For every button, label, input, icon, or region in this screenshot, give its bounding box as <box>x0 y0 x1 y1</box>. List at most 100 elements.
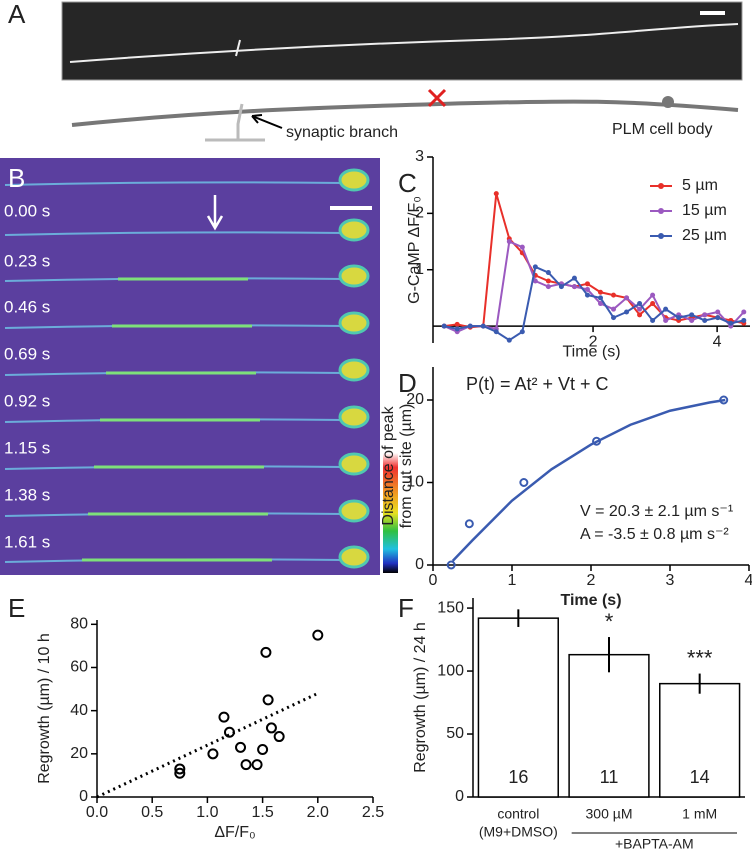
x-tick-label: 3 <box>666 572 675 589</box>
count-label: 11 <box>600 767 619 787</box>
point <box>597 301 603 307</box>
y-tick-label: 20 <box>70 745 88 762</box>
point <box>480 323 486 329</box>
point <box>715 315 721 321</box>
point <box>611 315 617 321</box>
y-tick-label: 2 <box>415 205 424 222</box>
point <box>545 278 551 284</box>
point <box>571 275 577 281</box>
colorbar <box>383 453 398 573</box>
point <box>584 281 590 287</box>
point <box>545 270 551 276</box>
y-tick-label: 1 <box>415 261 424 278</box>
x-tick-label: 1 <box>508 572 517 589</box>
point <box>464 519 474 529</box>
cell-body <box>338 168 370 192</box>
y-tick-label: 40 <box>70 702 88 719</box>
legend-label: 15 µm <box>682 202 727 219</box>
point <box>454 321 460 327</box>
x-tick-label: 0 <box>429 572 438 589</box>
significance: *** <box>687 645 713 670</box>
point <box>446 560 456 570</box>
y-tick-label: 0 <box>79 788 88 805</box>
point <box>174 763 186 775</box>
point <box>545 284 551 290</box>
x-tick-label: 4 <box>745 572 752 589</box>
time-label: 0.46 s <box>4 297 50 316</box>
bar <box>659 682 741 798</box>
point <box>637 301 643 307</box>
cell-body <box>338 405 370 429</box>
y-tick-label: 0 <box>415 556 424 573</box>
point <box>663 306 669 312</box>
neuron <box>69 23 739 63</box>
panel-label: C <box>398 168 417 198</box>
y-axis-label: Regrowth (µm) / 24 h <box>412 622 429 773</box>
equation: P(t) = At² + Vt + C <box>466 374 609 394</box>
axon-signal <box>4 181 346 186</box>
legend-label: 25 µm <box>682 227 727 244</box>
point <box>719 395 729 405</box>
panel-label: D <box>398 368 417 398</box>
point <box>493 191 499 197</box>
point <box>611 292 617 298</box>
x-axis-label: Time (s) <box>562 343 620 360</box>
time-label: 0.69 s <box>4 344 50 363</box>
point <box>174 767 186 779</box>
point <box>624 295 630 301</box>
y-tick-label: 150 <box>437 599 464 616</box>
point <box>728 320 734 326</box>
cell-body <box>338 218 370 242</box>
count-label: 16 <box>508 767 528 787</box>
x-tick-label: 2.0 <box>307 804 329 821</box>
point <box>715 309 721 315</box>
x-tick-label: 0.0 <box>86 804 108 821</box>
point <box>519 244 525 250</box>
point <box>218 711 230 723</box>
point <box>611 306 617 312</box>
y-axis-label: Distance of peak <box>380 405 397 525</box>
x-axis-label: Time (s) <box>560 592 621 609</box>
panel-label: A <box>8 0 26 29</box>
trend-line <box>96 692 319 799</box>
point <box>584 292 590 298</box>
point <box>506 239 512 245</box>
point <box>257 744 269 756</box>
point <box>702 312 708 318</box>
point <box>584 286 590 292</box>
point <box>519 329 525 335</box>
point <box>506 337 512 343</box>
y-tick-label: 50 <box>446 725 464 742</box>
x-tick-label: 2 <box>589 333 598 350</box>
x-tick-label: 0.5 <box>141 804 163 821</box>
point <box>689 317 695 323</box>
point <box>650 301 656 307</box>
cell-body <box>338 452 370 476</box>
cell-body <box>338 311 370 335</box>
legend-swatch <box>658 183 664 189</box>
panel-label: E <box>8 593 25 623</box>
point <box>637 306 643 312</box>
point <box>260 646 272 658</box>
point <box>312 629 324 641</box>
x-tick-label: (M9+DMSO) <box>479 824 558 840</box>
annotation: A = -3.5 ± 0.8 µm s⁻² <box>580 526 729 543</box>
annotation: synaptic branch <box>286 124 398 141</box>
y-tick-label: 0 <box>455 788 464 805</box>
significance: * <box>605 609 614 634</box>
y-axis-label: G-CaMP ΔF/F₀ <box>406 196 423 304</box>
panel-label: F <box>398 593 414 623</box>
bar <box>477 617 559 798</box>
cell-body <box>338 499 370 523</box>
legend-label: 5 µm <box>682 177 718 194</box>
point <box>441 323 447 329</box>
point <box>467 323 473 329</box>
point <box>650 317 656 323</box>
point <box>702 317 708 323</box>
x-tick-label: 1.5 <box>251 804 273 821</box>
y-axis-label: from cut site (µm) <box>398 404 415 529</box>
point <box>262 694 274 706</box>
legend-swatch <box>658 233 664 239</box>
y-tick-label: 80 <box>70 616 88 633</box>
